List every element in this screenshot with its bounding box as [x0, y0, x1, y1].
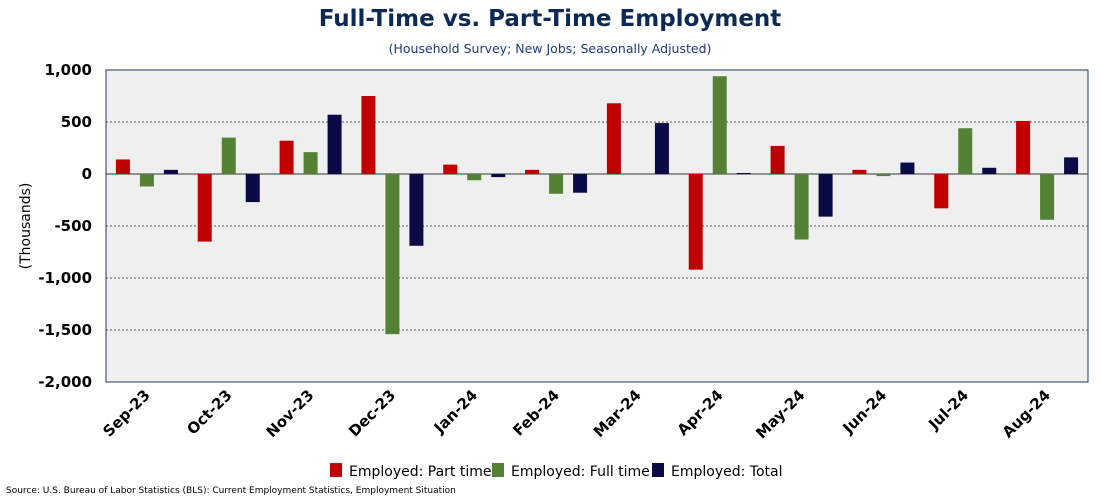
- bar-total: [491, 174, 506, 178]
- bar-full-time: [958, 128, 973, 174]
- y-tick-label: -500: [54, 217, 92, 235]
- bar-part-time: [606, 103, 621, 174]
- bar-full-time: [794, 174, 809, 240]
- x-tick-label: Jul-24: [924, 386, 972, 434]
- bar-part-time: [197, 174, 212, 242]
- bar-total: [327, 114, 342, 174]
- legend-swatch: [492, 463, 504, 477]
- bar-full-time: [303, 152, 318, 174]
- y-tick-label: -1,000: [38, 269, 92, 287]
- x-tick-label: Oct-23: [183, 386, 235, 438]
- bar-total: [163, 169, 178, 174]
- bar-part-time: [115, 159, 130, 174]
- x-tick-label: Jun-24: [839, 386, 891, 438]
- y-tick-label: -2,000: [38, 373, 92, 391]
- bar-full-time: [549, 174, 564, 194]
- legend-label: Employed: Part time: [349, 464, 492, 480]
- bar-total: [1064, 157, 1079, 174]
- bar-part-time: [1016, 120, 1031, 174]
- bar-full-time: [385, 174, 400, 335]
- legend-label: Employed: Full time: [511, 464, 650, 480]
- bar-part-time: [443, 164, 458, 174]
- y-axis-label: (Thousands): [18, 183, 34, 270]
- legend-label: Employed: Total: [671, 464, 782, 480]
- bar-total: [982, 167, 997, 174]
- bar-full-time: [139, 174, 154, 187]
- x-tick-label: Sep-23: [99, 386, 153, 440]
- x-tick-label: Feb-24: [509, 386, 562, 439]
- bar-total: [409, 174, 424, 246]
- y-tick-label: 1,000: [45, 61, 92, 79]
- bar-full-time: [1040, 174, 1055, 220]
- bar-total: [736, 172, 751, 174]
- legend-swatch: [652, 463, 664, 477]
- bar-full-time: [221, 137, 236, 174]
- chart-subtitle: (Household Survey; New Jobs; Seasonally …: [388, 41, 712, 56]
- bar-part-time: [934, 174, 949, 209]
- x-tick-label: Jan-24: [430, 386, 481, 437]
- plot-area: [105, 69, 1089, 383]
- bar-total: [654, 123, 669, 174]
- source-note: Source: U.S. Bureau of Labor Statistics …: [6, 486, 456, 496]
- x-tick-label: Dec-23: [345, 386, 399, 440]
- chart-title: Full-Time vs. Part-Time Employment: [318, 6, 782, 32]
- y-tick-label: 500: [61, 113, 92, 131]
- bar-total: [245, 174, 260, 203]
- y-tick-label: 0: [82, 165, 92, 183]
- x-tick-label: Aug-24: [999, 386, 1054, 441]
- bar-total: [818, 174, 833, 217]
- bar-total: [900, 162, 915, 174]
- bar-part-time: [852, 169, 867, 174]
- bar-part-time: [688, 174, 703, 270]
- bar-total: [573, 174, 588, 193]
- bar-part-time: [770, 145, 785, 174]
- x-tick-label: May-24: [752, 386, 808, 442]
- bar-full-time: [712, 76, 727, 174]
- bar-full-time: [467, 174, 482, 181]
- bar-part-time: [279, 140, 294, 174]
- bar-part-time: [525, 169, 540, 174]
- y-tick-label: -1,500: [38, 321, 92, 339]
- bar-part-time: [361, 96, 376, 174]
- x-tick-label: Nov-23: [262, 386, 317, 441]
- x-tick-label: Mar-24: [590, 386, 645, 441]
- x-tick-label: Apr-24: [674, 386, 727, 439]
- legend-swatch: [330, 463, 342, 477]
- bar-full-time: [876, 174, 891, 177]
